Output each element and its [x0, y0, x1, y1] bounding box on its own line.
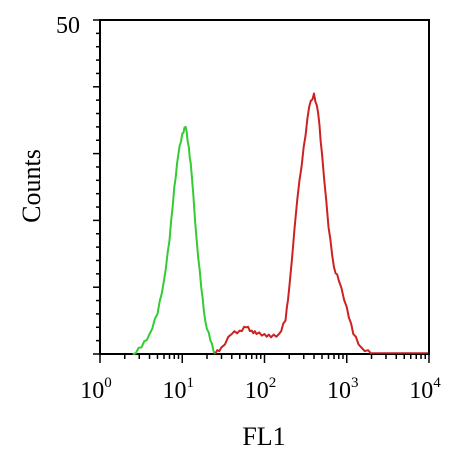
- x-tick-labels: 100 101 102 103 104: [80, 375, 441, 404]
- series-red-histogram: [214, 92, 373, 355]
- y-axis-ticks: [93, 19, 100, 355]
- x-axis-ticks: [99, 354, 430, 363]
- plot-area-frame: [99, 19, 430, 355]
- x-tick-label: 103: [327, 375, 359, 404]
- series-green-histogram: [132, 125, 216, 355]
- x-tick-label: 100: [80, 375, 112, 404]
- y-axis-title: Counts: [17, 149, 46, 223]
- x-tick-label: 104: [409, 375, 441, 404]
- x-axis-title: FL1: [242, 422, 285, 451]
- histogram-series: [132, 92, 428, 355]
- y-tick-label-50: 50: [56, 13, 80, 39]
- x-tick-label: 102: [245, 375, 277, 404]
- x-tick-label: 101: [163, 375, 195, 404]
